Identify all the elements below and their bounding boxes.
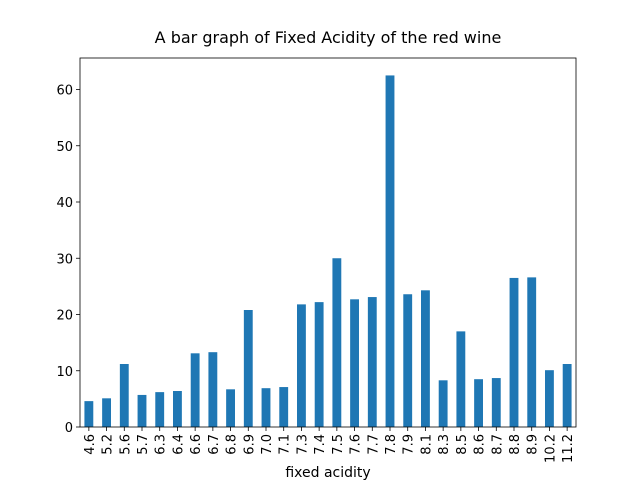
x-tick-label: 4.6 (83, 434, 98, 455)
x-tick-label: 5.6 (118, 434, 133, 455)
bar (155, 392, 165, 427)
x-tick-label: 8.1 (419, 434, 434, 455)
bar (562, 364, 572, 427)
x-axis-label: fixed acidity (285, 465, 370, 480)
bar (403, 294, 413, 427)
chart-title: A bar graph of Fixed Acidity of the red … (155, 28, 502, 47)
y-tick-label: 20 (56, 309, 73, 324)
bar (102, 398, 111, 427)
bar (119, 364, 129, 427)
bar (190, 353, 200, 427)
bar (137, 394, 147, 427)
x-tick-label: 6.6 (189, 434, 204, 455)
bar (243, 310, 253, 427)
bar (208, 352, 218, 427)
y-tick-label: 0 (65, 421, 73, 436)
bar (314, 302, 324, 427)
bar (173, 391, 182, 427)
x-tick-label: 6.9 (242, 434, 257, 455)
bar (385, 75, 395, 427)
bar (438, 380, 448, 427)
bar (367, 297, 377, 427)
bar (84, 401, 94, 427)
x-tick-label: 11.2 (561, 434, 576, 463)
x-tick-label: 8.7 (490, 434, 505, 455)
x-tick-label: 6.4 (171, 434, 186, 455)
x-tick-label: 8.3 (437, 434, 452, 455)
bar (279, 387, 289, 427)
bar (545, 370, 554, 427)
bar (350, 299, 359, 427)
x-tick-label: 10.2 (543, 434, 558, 463)
x-tick-label: 5.7 (136, 434, 151, 455)
bar (527, 277, 537, 427)
bar (474, 379, 483, 427)
x-tick-label: 7.3 (295, 434, 310, 455)
y-tick-label: 30 (56, 252, 73, 267)
bar (226, 389, 235, 427)
x-tick-label: 7.4 (313, 434, 328, 455)
y-tick-label: 50 (56, 140, 73, 155)
x-tick-label: 7.6 (349, 434, 364, 455)
x-tick-label: 6.3 (154, 434, 169, 455)
bar (421, 290, 430, 427)
bar (509, 277, 519, 427)
bar (297, 304, 306, 427)
x-tick-label: 7.1 (278, 434, 293, 455)
x-tick-label: 6.8 (225, 434, 240, 455)
x-tick-label: 8.8 (508, 434, 523, 455)
y-tick-label: 10 (56, 365, 73, 380)
x-tick-label: 7.7 (366, 434, 381, 455)
plot-frame (79, 57, 577, 428)
x-tick-label: 7.5 (331, 434, 346, 455)
x-tick-label: 6.7 (207, 434, 222, 455)
y-tick-label: 40 (56, 196, 73, 211)
x-tick-label: 5.2 (101, 434, 116, 455)
x-tick-label: 7.8 (384, 434, 399, 455)
x-tick-label: 7.9 (402, 434, 417, 455)
bar (261, 388, 271, 427)
y-tick-label: 60 (56, 84, 73, 99)
bar (456, 331, 466, 427)
x-tick-label: 8.6 (473, 434, 488, 455)
bar (491, 378, 501, 427)
x-tick-label: 8.5 (455, 434, 470, 455)
x-tick-label: 7.0 (260, 434, 275, 455)
x-tick-label: 8.9 (526, 434, 541, 455)
bar (332, 258, 342, 427)
